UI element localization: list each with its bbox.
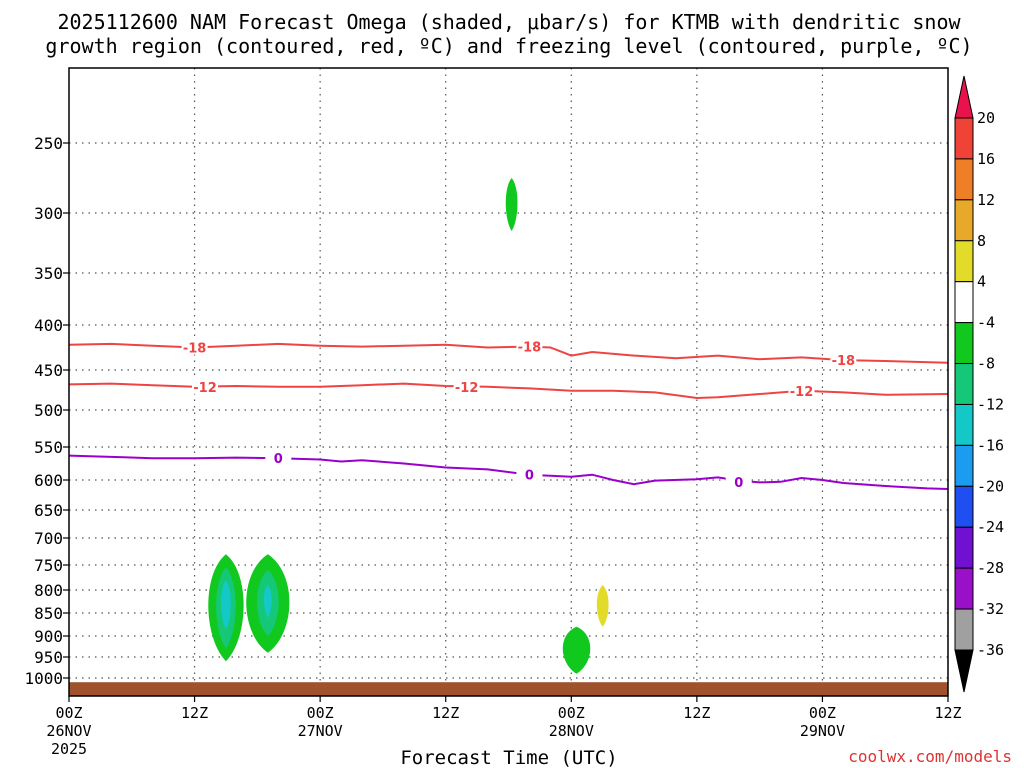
x-tick-date-24: 27NOV bbox=[298, 722, 343, 740]
contour-label-bg-0-0 bbox=[265, 450, 292, 466]
y-tick-label-950: 950 bbox=[34, 648, 63, 667]
colorbar-swatch-2 bbox=[954, 199, 974, 242]
omega-cell-6 bbox=[263, 585, 272, 618]
y-tick-label-550: 550 bbox=[34, 438, 63, 457]
colorbar-label-3: 8 bbox=[977, 232, 986, 250]
y-tick-label-450: 450 bbox=[34, 361, 63, 380]
colorbar-swatch-4 bbox=[954, 281, 974, 324]
y-tick-label-600: 600 bbox=[34, 471, 63, 490]
y-tick-label-650: 650 bbox=[34, 501, 63, 520]
contour-label-bg-0-1 bbox=[516, 466, 543, 482]
contour-label-bg-minus18-0 bbox=[181, 339, 208, 355]
x-tick-date-48: 28NOV bbox=[549, 722, 594, 740]
y-tick-label-400: 400 bbox=[34, 316, 63, 335]
y-tick-label-250: 250 bbox=[34, 134, 63, 153]
credit-text: coolwx.com/models bbox=[848, 747, 1012, 766]
temperature-contours: -18 -18 -18 -12 -12 -12 0 0 0 bbox=[68, 338, 949, 491]
y-tick-label-750: 750 bbox=[34, 556, 63, 575]
omega-cell-0 bbox=[505, 178, 518, 231]
colorbar-label-4: 4 bbox=[977, 273, 986, 291]
colorbar-swatch-6 bbox=[954, 363, 974, 405]
colorbar-label-12: -32 bbox=[977, 600, 1004, 618]
x-tick-label-84: 12Z bbox=[934, 704, 961, 722]
colorbar-swatch-3 bbox=[954, 240, 974, 283]
omega-cell-7 bbox=[562, 626, 591, 674]
x-tick-date-0: 26NOV bbox=[46, 722, 91, 740]
contour-label-bg-minus18-2 bbox=[830, 352, 857, 368]
colorbar-label-9: -20 bbox=[977, 477, 1004, 495]
colorbar-swatch-10 bbox=[954, 526, 974, 569]
contour-label-0-2: 0 bbox=[734, 476, 743, 491]
chart-title-line1: 2025112600 NAM Forecast Omega (shaded, μ… bbox=[57, 10, 961, 34]
y-tick-label-800: 800 bbox=[34, 581, 63, 600]
contour-label-minus12-0: -12 bbox=[193, 381, 217, 396]
x-tick-label-72: 00Z bbox=[809, 704, 836, 722]
colorbar-swatch-11 bbox=[954, 567, 974, 610]
colorbar-label-13: -36 bbox=[977, 641, 1004, 659]
colorbar-swatch-7 bbox=[954, 403, 974, 446]
grid-lines bbox=[69, 68, 948, 696]
y-tick-label-350: 350 bbox=[34, 264, 63, 283]
x-tick-label-12: 12Z bbox=[181, 704, 208, 722]
x-tick-year-0: 2025 bbox=[51, 740, 87, 758]
omega-cell-3 bbox=[221, 580, 231, 630]
colorbar-swatch-1 bbox=[954, 158, 974, 201]
colorbar-label-11: -28 bbox=[977, 559, 1004, 577]
colorbar-top-arrow bbox=[954, 75, 974, 119]
ground-terrain bbox=[69, 682, 948, 696]
colorbar-swatch-9 bbox=[954, 485, 974, 528]
y-tick-label-1000: 1000 bbox=[24, 669, 63, 688]
y-tick-label-900: 900 bbox=[34, 627, 63, 646]
x-tick-label-0: 00Z bbox=[55, 704, 82, 722]
colorbar-label-1: 16 bbox=[977, 150, 995, 168]
omega-shading bbox=[208, 178, 609, 674]
y-axis-pressure-ticks: 250 300 350 400 450 500 550 600 650 700 750 800 850 9… bbox=[24, 134, 69, 688]
colorbar-swatch-5 bbox=[954, 322, 974, 365]
chart-title-line2: growth region (contoured, red, ºC) and f… bbox=[45, 34, 972, 58]
colorbar-label-6: -8 bbox=[977, 355, 995, 373]
colorbar-bottom-arrow bbox=[954, 649, 974, 693]
y-tick-label-700: 700 bbox=[34, 529, 63, 548]
colorbar-label-0: 20 bbox=[977, 109, 995, 127]
colorbar-swatch-0 bbox=[954, 117, 974, 160]
colorbar-label-10: -24 bbox=[977, 518, 1004, 536]
x-tick-label-24: 00Z bbox=[307, 704, 334, 722]
x-tick-label-36: 12Z bbox=[432, 704, 459, 722]
contour-label-bg-minus12-1 bbox=[453, 378, 480, 394]
y-tick-label-500: 500 bbox=[34, 401, 63, 420]
colorbar-swatch-8 bbox=[954, 444, 974, 487]
ground-fill bbox=[69, 682, 948, 696]
contour-label-bg-minus12-2 bbox=[788, 382, 815, 398]
x-tick-label-60: 12Z bbox=[683, 704, 710, 722]
contour-label-minus18-0: -18 bbox=[183, 342, 207, 357]
plot-frame bbox=[68, 67, 949, 697]
contour-label-0-1: 0 bbox=[525, 469, 534, 484]
omega-cell-8 bbox=[596, 585, 609, 627]
colorbar-swatch-12 bbox=[954, 608, 974, 651]
contour-label-minus18-1: -18 bbox=[518, 341, 542, 356]
omega-colorbar: 20 16 12 8 4 -4 -8 -12 -16 -20 -24 -28 -32 -36 bbox=[954, 75, 1004, 693]
x-tick-label-48: 00Z bbox=[558, 704, 585, 722]
contour-label-minus12-1: -12 bbox=[455, 381, 479, 396]
contour-label-minus12-2: -12 bbox=[790, 385, 814, 400]
x-tick-date-72: 29NOV bbox=[800, 722, 845, 740]
contour-label-0-0: 0 bbox=[274, 452, 283, 467]
colorbar-label-8: -16 bbox=[977, 436, 1004, 454]
colorbar-label-5: -4 bbox=[977, 314, 995, 332]
y-tick-label-300: 300 bbox=[34, 204, 63, 223]
contour-label-bg-0-2 bbox=[725, 473, 752, 489]
x-axis-label: Forecast Time (UTC) bbox=[400, 747, 617, 768]
contour-label-minus18-2: -18 bbox=[832, 354, 856, 369]
colorbar-label-2: 12 bbox=[977, 191, 995, 209]
contour-label-bg-minus18-1 bbox=[516, 338, 543, 354]
contour-line-0 bbox=[68, 454, 949, 490]
y-tick-label-850: 850 bbox=[34, 604, 63, 623]
colorbar-label-7: -12 bbox=[977, 395, 1004, 413]
contour-label-bg-minus12-0 bbox=[192, 378, 219, 394]
